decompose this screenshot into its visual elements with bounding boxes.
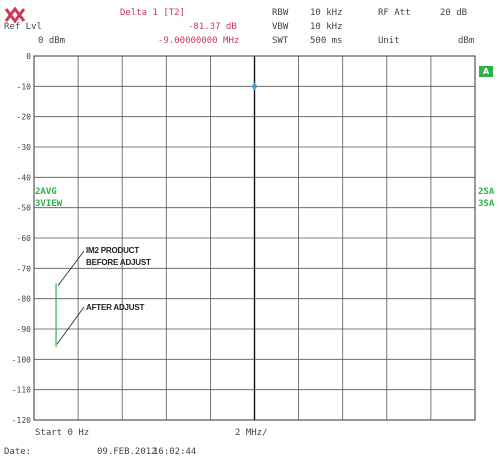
- trace-mode-left-2: 3VIEW: [35, 199, 63, 209]
- rbw-value: 10 kHz: [310, 8, 343, 18]
- y-tick-label: -110: [12, 386, 31, 395]
- y-tick-label: -100: [12, 355, 31, 364]
- ref-level-label: Ref Lvl: [4, 22, 42, 32]
- y-tick-label: -60: [17, 234, 32, 243]
- unit-value: dBm: [458, 36, 475, 46]
- marker-frequency: -9.00000000 MHz: [158, 36, 240, 46]
- y-tick-label: 0: [26, 52, 31, 61]
- rf-att-label: RF Att: [378, 8, 411, 18]
- y-tick-label: -20: [17, 113, 32, 122]
- start-frequency: Start 0 Hz: [35, 428, 90, 438]
- rf-att-value: 20 dB: [440, 8, 468, 18]
- unit-label: Unit: [378, 36, 400, 46]
- after-adjust-annotation: AFTER ADJUST: [86, 303, 145, 312]
- trace-mode-left-1: 2AVG: [35, 187, 57, 197]
- y-tick-label: -40: [17, 173, 32, 182]
- trace-mode-right-1: 2SA: [478, 187, 495, 197]
- vbw-label: VBW: [272, 22, 289, 32]
- span-per-div: 2 MHz/: [235, 428, 268, 438]
- y-tick-label: -70: [17, 264, 32, 273]
- rbw-label: RBW: [272, 8, 289, 18]
- rohde-schwarz-logo-icon: [4, 5, 26, 25]
- a-status-badge: A: [479, 66, 493, 77]
- y-tick-label: -120: [12, 416, 31, 425]
- im2-annotation-line1: IM2 PRODUCT: [86, 246, 139, 255]
- y-tick-label: -10: [17, 82, 32, 91]
- time-value: 16:02:44: [153, 447, 197, 457]
- swt-value: 500 ms: [310, 36, 343, 46]
- marker-diamond: [251, 82, 258, 91]
- im2-arrow: [57, 250, 85, 286]
- y-tick-label: -50: [17, 204, 32, 213]
- im2-annotation-line2: BEFORE ADJUST: [86, 258, 151, 267]
- y-tick-label: -80: [17, 295, 32, 304]
- y-tick-label: -90: [17, 325, 32, 334]
- marker-title: Delta 1 [T2]: [120, 8, 186, 18]
- after-adjust-arrow: [56, 306, 85, 345]
- vbw-value: 10 kHz: [310, 22, 343, 32]
- y-tick-label: -30: [17, 143, 32, 152]
- date-value: 09.FEB.2012: [97, 447, 157, 457]
- marker-level: -81.37 dB: [188, 22, 237, 32]
- date-label: Date:: [4, 447, 32, 457]
- trace-mode-right-2: 3SA: [478, 199, 495, 209]
- swt-label: SWT: [272, 36, 289, 46]
- ref-level-value: 0 dBm: [38, 36, 66, 46]
